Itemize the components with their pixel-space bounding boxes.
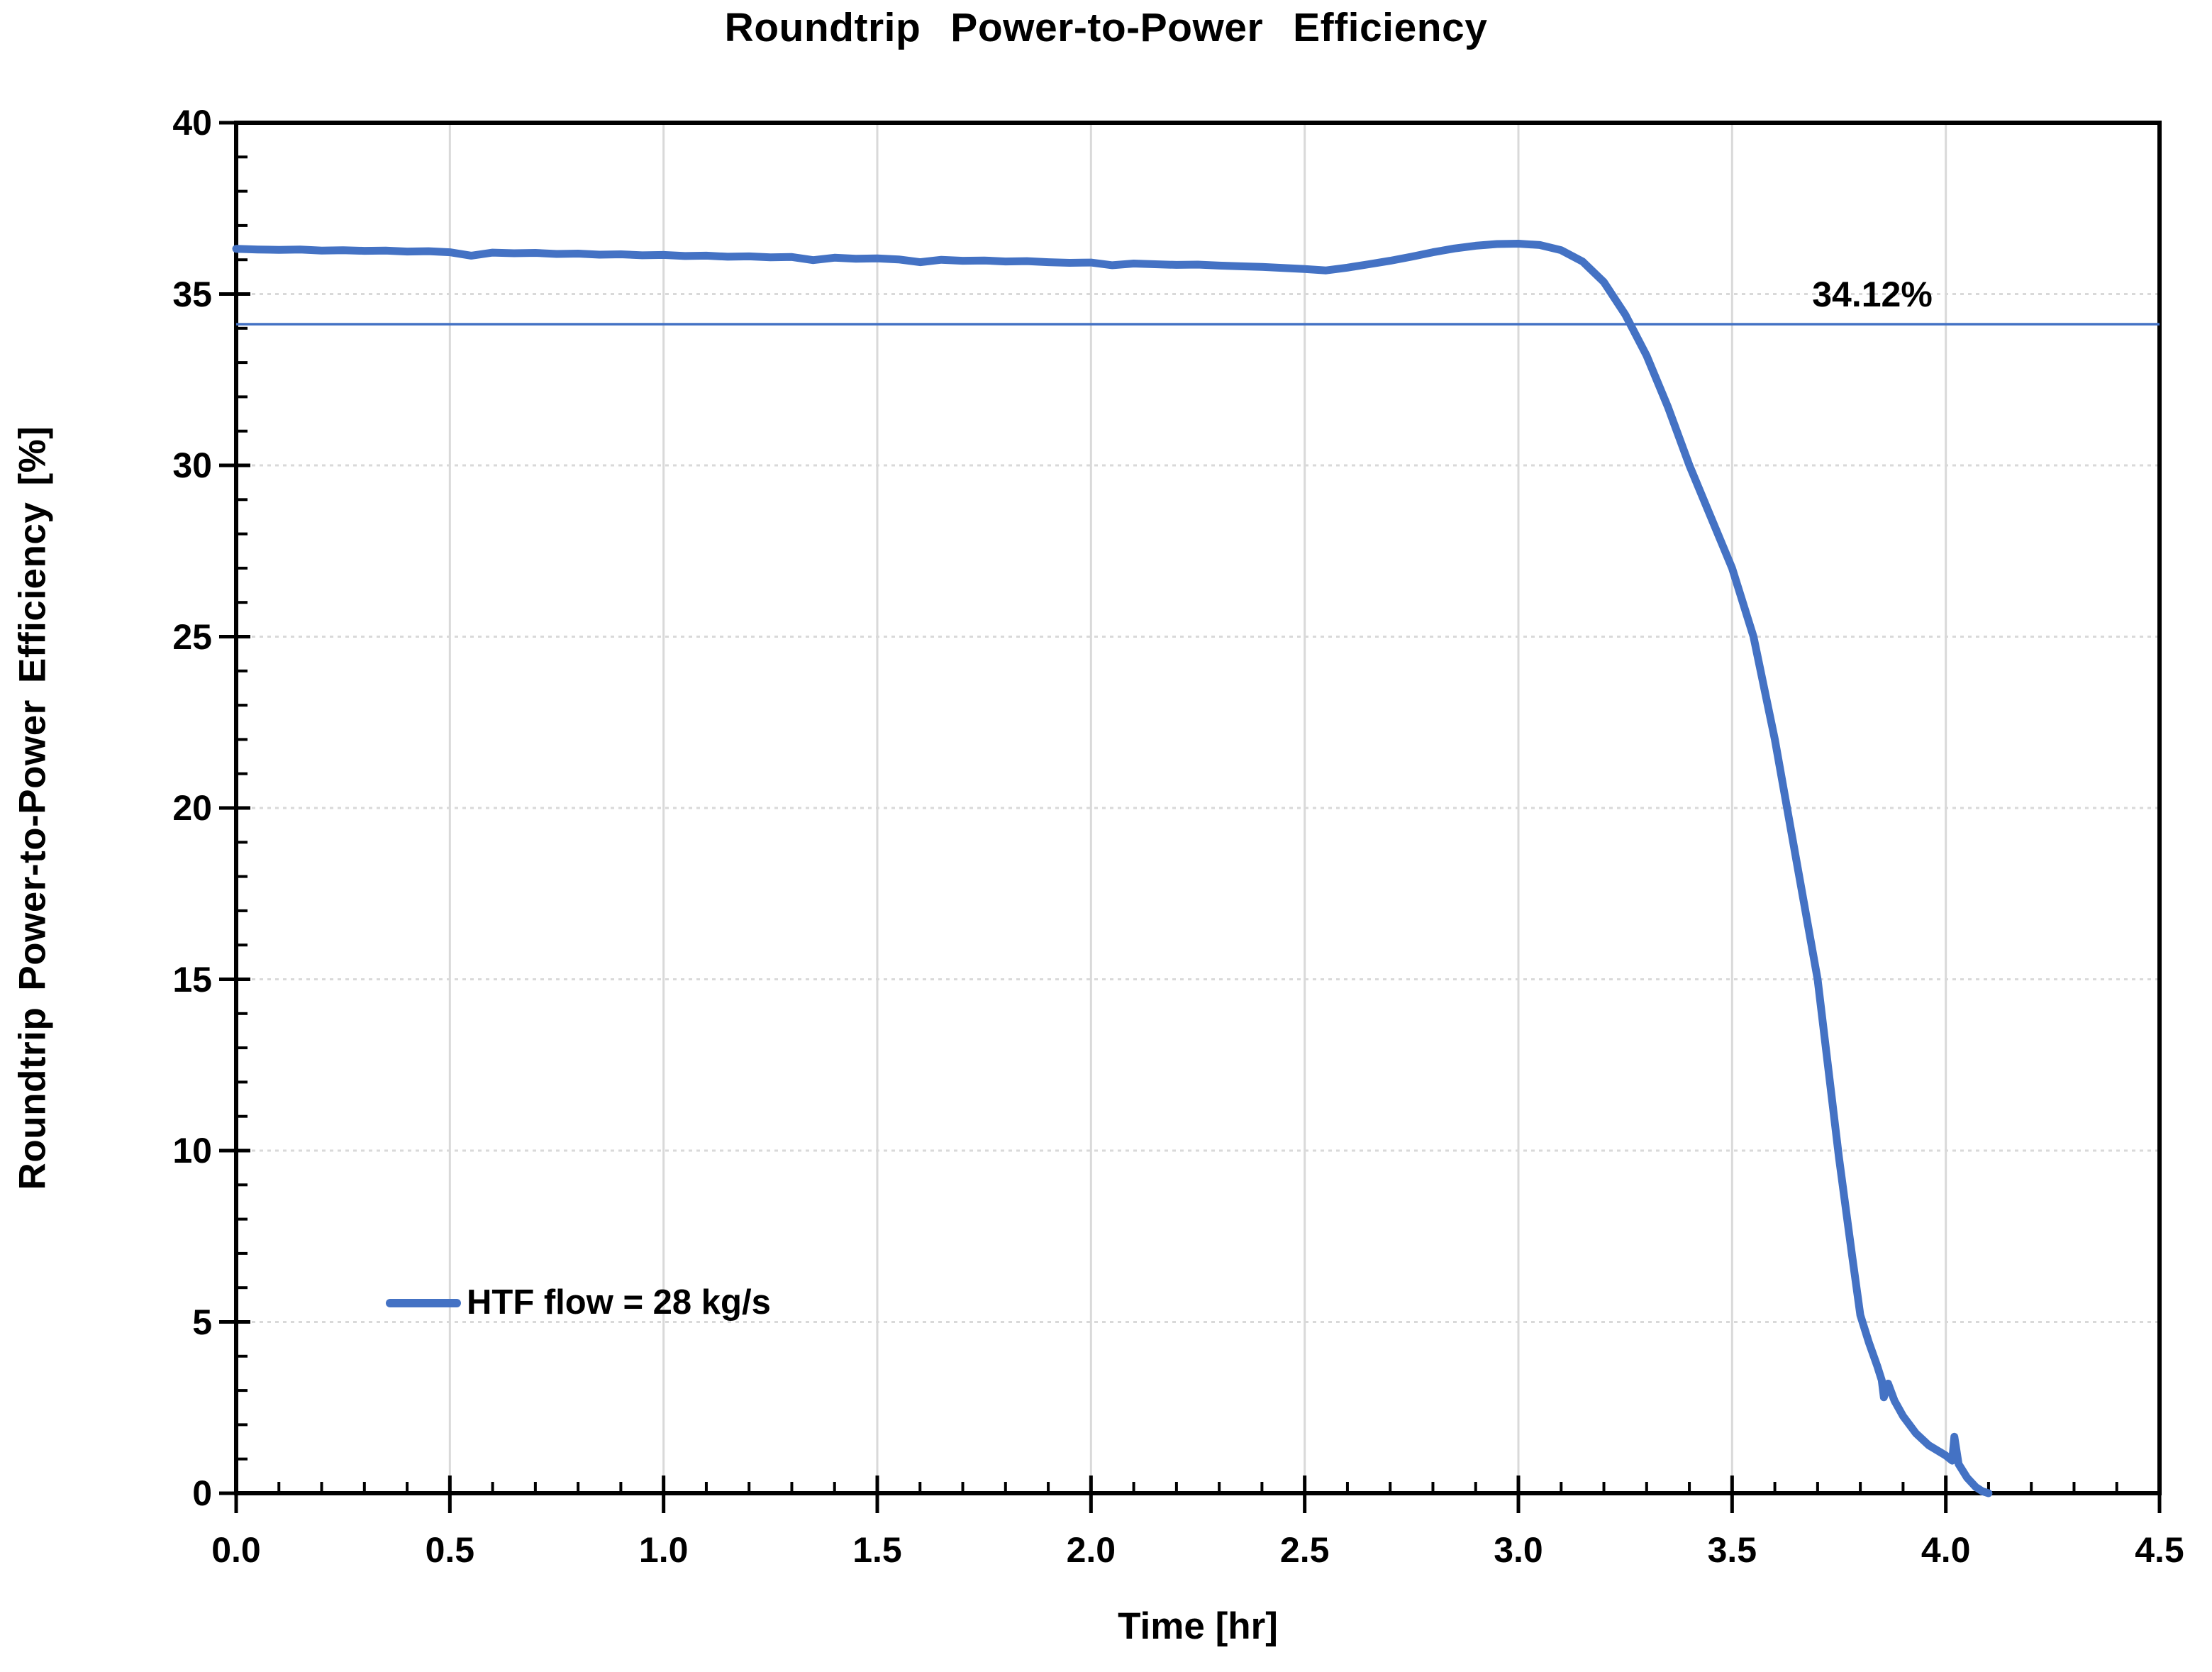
- x-tick-label: 4.0: [1921, 1530, 1971, 1570]
- y-tick-label: 30: [172, 445, 212, 485]
- y-tick-label: 20: [172, 788, 212, 828]
- legend: HTF flow = 28 kg/s: [386, 1283, 771, 1322]
- x-tick-label: 3.5: [1707, 1530, 1757, 1570]
- x-tick-label: 0.5: [425, 1530, 475, 1570]
- x-tick-label: 2.5: [1279, 1530, 1330, 1570]
- x-tick-label: 3.0: [1494, 1530, 1543, 1570]
- chart-title: Roundtrip Power-to-Power Efficiency: [724, 5, 1488, 50]
- y-tick-label: 5: [192, 1302, 212, 1342]
- y-tick-label: 15: [172, 959, 212, 1000]
- series-line: [232, 240, 1993, 1497]
- y-tick-label: 35: [172, 274, 212, 314]
- y-tick-label: 25: [172, 616, 212, 657]
- x-tick-label: 1.5: [852, 1530, 902, 1570]
- y-tick-label: 40: [172, 103, 212, 143]
- y-axis-title: Roundtrip Power-to-Power Efficiency [%]: [11, 426, 54, 1190]
- x-tick-label: 1.0: [638, 1530, 689, 1570]
- x-axis-title: Time [hr]: [1118, 1605, 1278, 1647]
- y-tick-label: 0: [192, 1473, 212, 1513]
- legend-line-swatch: [386, 1298, 461, 1307]
- reference-line-label: 34.12%: [1812, 275, 1933, 314]
- plot-border: [234, 121, 2162, 1495]
- x-tick-label: 4.5: [2135, 1530, 2184, 1570]
- legend-label: HTF flow = 28 kg/s: [467, 1283, 771, 1322]
- x-tick-label: 2.0: [1066, 1530, 1116, 1570]
- x-tick-label: 0.0: [211, 1530, 261, 1570]
- y-tick-label: 10: [172, 1131, 212, 1170]
